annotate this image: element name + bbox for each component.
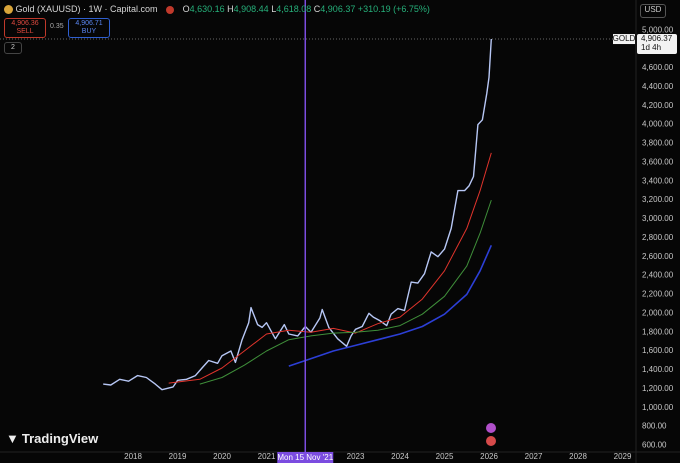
y-tick-label: 2,400.00 xyxy=(642,271,674,280)
y-tick-label: 1,200.00 xyxy=(642,384,674,393)
y-tick-label: 2,600.00 xyxy=(642,252,674,261)
y-tick-label: 4,400.00 xyxy=(642,82,674,91)
symbol-title: Gold (XAUUSD) · 1W · Capital.com xyxy=(15,4,158,14)
x-tick-label: 2023 xyxy=(347,452,365,461)
y-tick-label: 3,400.00 xyxy=(642,176,674,185)
y-tick-label: 800.00 xyxy=(642,422,667,431)
countdown: 1d 4h xyxy=(641,43,661,52)
ohlc-low: 4,618.08 xyxy=(276,4,312,14)
last-price-name: GOLD xyxy=(613,34,636,43)
price-change: +310.19 (+6.75%) xyxy=(357,4,430,14)
indicators-toggle[interactable]: 2 xyxy=(4,42,22,54)
ohlc-open: 4,630.16 xyxy=(189,4,225,14)
last-price-name-bg xyxy=(613,34,635,45)
y-tick-label: 5,000.00 xyxy=(642,25,674,34)
buy-price: 4,906.71 xyxy=(75,20,103,27)
y-tick-label: 2,800.00 xyxy=(642,233,674,242)
x-tick-label: 2024 xyxy=(391,452,409,461)
x-tick-label: 2025 xyxy=(436,452,454,461)
y-tick-label: 4,000.00 xyxy=(642,120,674,129)
last-price-label: 4,906.37 xyxy=(641,34,673,43)
y-tick-label: 600.00 xyxy=(642,441,667,450)
crosshair-label-bg xyxy=(277,452,334,463)
y-tick-label: 3,600.00 xyxy=(642,157,674,166)
price-line xyxy=(168,152,492,384)
buy-button[interactable]: 4,906.71 BUY xyxy=(68,18,110,38)
price-line xyxy=(199,199,492,385)
y-tick-label: 1,400.00 xyxy=(642,365,674,374)
logo: ▼ TradingView xyxy=(6,431,98,446)
header: Gold (XAUUSD) · 1W · Capital.com O4,630.… xyxy=(4,4,430,15)
ohlc-open-label: O xyxy=(182,4,190,14)
buy-label: BUY xyxy=(81,28,97,35)
x-tick-label: 2028 xyxy=(569,452,587,461)
currency-selector[interactable]: USD xyxy=(640,4,666,18)
ohlc-close-label: C xyxy=(313,4,321,14)
price-line xyxy=(103,38,492,391)
y-tick-label: 3,000.00 xyxy=(642,214,674,223)
spread: 0.35 xyxy=(50,23,64,30)
y-tick-label: 2,000.00 xyxy=(642,308,674,317)
ohlc-close: 4,906.37 xyxy=(320,4,356,14)
ohlc-high: 4,908.44 xyxy=(233,4,269,14)
crosshair-label: Mon 15 Nov '21 xyxy=(277,453,333,462)
last-price-bg xyxy=(637,34,677,55)
x-tick-label: 2021 xyxy=(258,452,276,461)
ohlc-high-label: H xyxy=(227,4,234,14)
y-tick-label: 1,000.00 xyxy=(642,403,674,412)
price-line xyxy=(288,244,493,367)
y-tick-label: 4,600.00 xyxy=(642,63,674,72)
event-icon[interactable] xyxy=(486,423,496,433)
x-tick-label: 2029 xyxy=(614,452,632,461)
currency: USD xyxy=(644,5,662,14)
x-tick-label: 2027 xyxy=(525,452,543,461)
x-tick-label: 2020 xyxy=(213,452,231,461)
y-tick-label: 2,200.00 xyxy=(642,290,674,299)
logo-icon: ▼ xyxy=(6,431,19,446)
y-tick-label: 3,200.00 xyxy=(642,195,674,204)
x-tick-label: 2026 xyxy=(480,452,498,461)
sell-label: SELL xyxy=(16,28,34,35)
y-tick-label: 4,200.00 xyxy=(642,101,674,110)
ohlc-low-label: L xyxy=(271,4,277,14)
y-tick-label: 3,800.00 xyxy=(642,139,674,148)
y-tick-label: 1,600.00 xyxy=(642,346,674,355)
indicators-count: 2 xyxy=(11,44,15,51)
logo-text: TradingView xyxy=(21,431,99,446)
symbol-icon xyxy=(4,5,13,15)
y-tick-label: 1,800.00 xyxy=(642,327,674,336)
sell-button[interactable]: 4,906.36 SELL xyxy=(4,18,46,38)
sell-price: 4,906.36 xyxy=(11,20,39,27)
event-icon[interactable] xyxy=(486,436,496,446)
market-status xyxy=(166,5,175,14)
x-tick-label: 2018 xyxy=(124,452,142,461)
x-tick-label: 2019 xyxy=(169,452,187,461)
